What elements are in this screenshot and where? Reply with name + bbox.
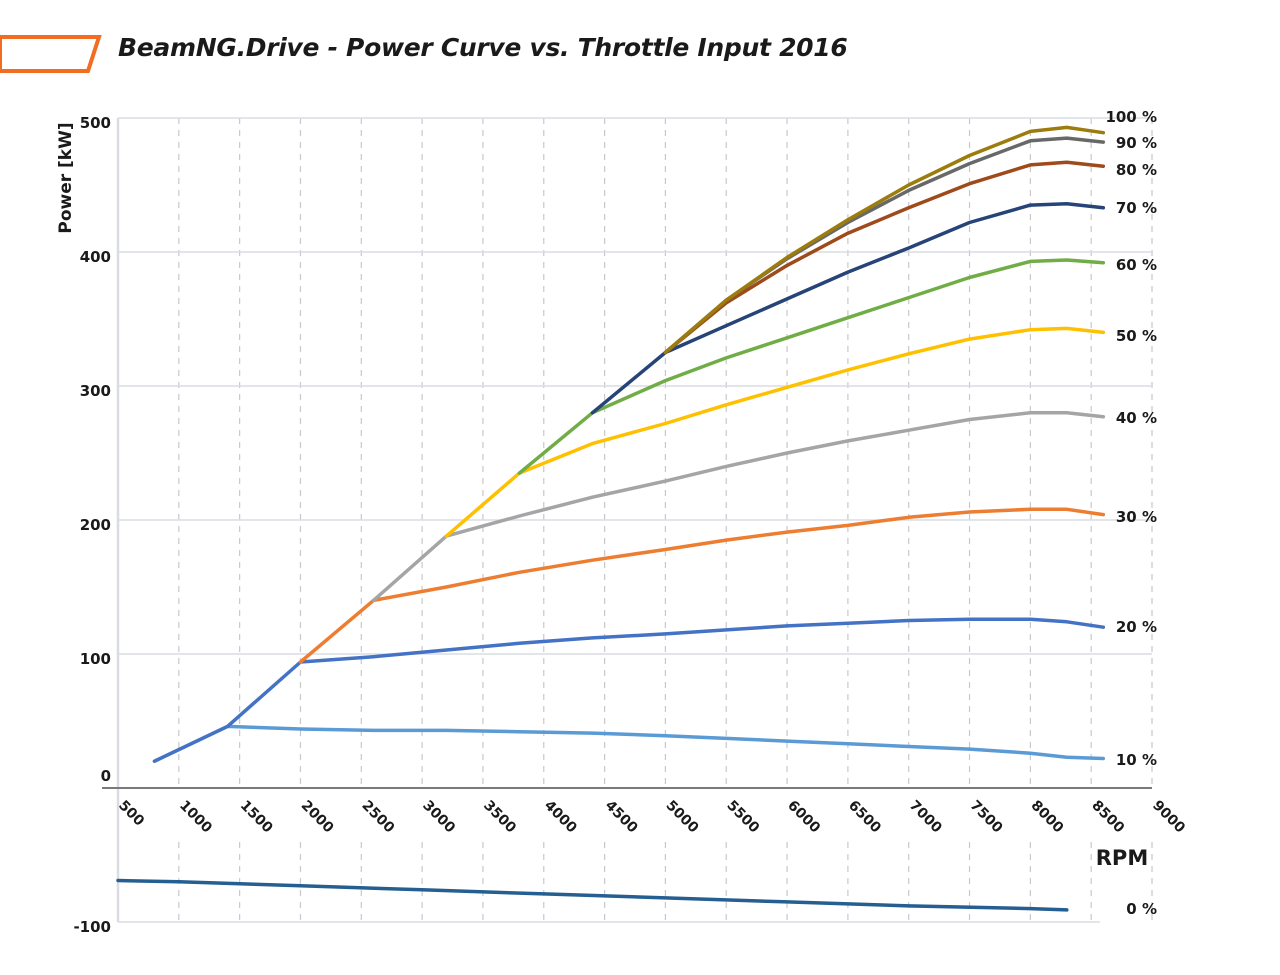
series-line (663, 136, 1106, 355)
x-axis-label: RPM (1096, 846, 1148, 870)
series-labels: 100 % 90 % 80 % 70 % 60 % 50 % 40 % 30 % 20 % 10 … (1105, 108, 1157, 918)
series-label: 40 % (1116, 409, 1157, 427)
x-tick-label: 500 (115, 798, 147, 830)
series-label: 100 % (1105, 108, 1157, 126)
y-tick-label: 100 (80, 650, 111, 668)
series-lines (116, 125, 1106, 912)
x-tick-label: 9000 (1149, 798, 1188, 837)
series-line (371, 411, 1106, 603)
x-tick-label: 3500 (480, 798, 519, 837)
series-label: 90 % (1116, 134, 1157, 152)
series-label: 60 % (1116, 256, 1157, 274)
y-tick-label: -100 (73, 918, 111, 936)
series-line (590, 202, 1106, 415)
x-tick-label: 1000 (176, 798, 215, 837)
x-axis-ticks: 500 1000 1500 2000 2500 3000 3500 4000 4500 5000 5… (115, 798, 1188, 837)
x-tick-label: 5000 (663, 798, 702, 837)
x-tick-label: 6500 (845, 798, 884, 837)
y-axis-ticks: -100 0 100 200 300 400 500 (73, 114, 111, 936)
series-line (663, 160, 1106, 355)
series-label: 10 % (1116, 751, 1157, 769)
x-tick-label: 2500 (358, 798, 397, 837)
x-tick-label: 7000 (906, 798, 945, 837)
series-label: 20 % (1116, 618, 1157, 636)
x-tick-label: 3000 (419, 798, 458, 837)
axes (102, 118, 1152, 922)
series-line (298, 507, 1106, 664)
series-label: 70 % (1116, 199, 1157, 217)
y-tick-label: 400 (80, 248, 111, 266)
series-line (663, 125, 1106, 355)
series-line (152, 724, 1106, 763)
series-line (517, 258, 1106, 475)
y-tick-label: 500 (80, 114, 111, 132)
series-line (116, 878, 1069, 912)
series-line (444, 326, 1106, 538)
y-tick-label: 200 (80, 516, 111, 534)
x-tick-label: 4000 (541, 798, 580, 837)
series-label: 30 % (1116, 508, 1157, 526)
chart-title: BeamNG.Drive - Power Curve vs. Throttle … (118, 33, 848, 62)
x-tick-label: 8000 (1028, 798, 1067, 837)
series-label: 80 % (1116, 161, 1157, 179)
x-tick-label: 5500 (723, 798, 762, 837)
series-line (152, 617, 1106, 763)
grid (118, 117, 1153, 923)
y-tick-label: 0 (101, 767, 111, 785)
y-axis-label: Power [kW] (56, 122, 76, 233)
series-label: 0 % (1126, 900, 1157, 918)
x-tick-label: 4500 (602, 798, 641, 837)
x-tick-label: 1500 (237, 798, 276, 837)
series-label: 50 % (1116, 327, 1157, 345)
y-tick-label: 300 (80, 382, 111, 400)
chart-header: BeamNG.Drive - Power Curve vs. Throttle … (0, 0, 1280, 80)
accent-parallelogram-icon (0, 35, 102, 73)
x-tick-label: 6000 (784, 798, 823, 837)
x-tick-label: 7500 (967, 798, 1006, 837)
x-tick-label: 8500 (1088, 798, 1127, 837)
x-tick-label: 2000 (298, 798, 337, 837)
